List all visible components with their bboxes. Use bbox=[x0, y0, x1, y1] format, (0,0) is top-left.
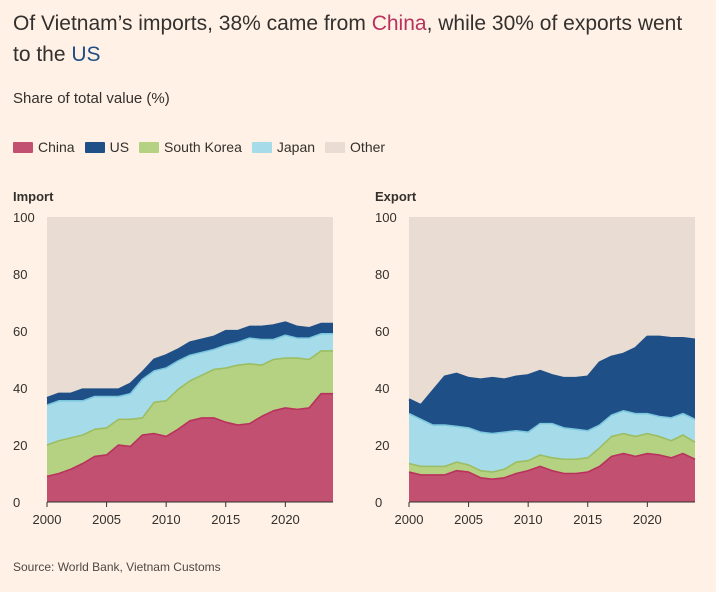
y-tick-label-import-60: 60 bbox=[13, 324, 27, 339]
x-tick-label-export-2015: 2015 bbox=[573, 512, 602, 527]
area-export-china bbox=[409, 453, 695, 502]
line-import-south-korea bbox=[46, 350, 333, 446]
legend-label-japan: Japan bbox=[276, 139, 316, 155]
y-tick-label-import-40: 40 bbox=[13, 381, 27, 396]
line-export-china bbox=[408, 452, 696, 480]
legend-swatch-china bbox=[13, 141, 33, 153]
legend-label-us: US bbox=[109, 139, 130, 155]
legend-item-other: Other bbox=[325, 139, 385, 155]
legend-item-south-korea: South Korea bbox=[139, 139, 242, 155]
title-middle: , while 30% of exports went to the bbox=[13, 12, 683, 66]
area-export-south-korea bbox=[409, 433, 695, 480]
y-tick-label-export-40: 40 bbox=[375, 381, 389, 396]
title-us: US bbox=[71, 43, 101, 66]
y-tick-label-export-100: 100 bbox=[375, 210, 397, 225]
y-tick-label-import-0: 0 bbox=[13, 495, 20, 510]
x-tick-label-export-2020: 2020 bbox=[633, 512, 662, 527]
legend-swatch-south-korea bbox=[139, 141, 160, 153]
y-tick-label-export-60: 60 bbox=[375, 324, 389, 339]
area-import-china bbox=[47, 393, 333, 502]
line-import-japan bbox=[46, 333, 333, 406]
title-prefix: Of Vietnam’s imports, 38% came from bbox=[13, 12, 372, 35]
legend-swatch-other bbox=[325, 141, 346, 153]
x-tick-label-export-2005: 2005 bbox=[454, 512, 483, 527]
chart-subtitle: Share of total value (%) bbox=[13, 90, 170, 107]
legend-item-china: China bbox=[13, 139, 75, 155]
area-import-japan bbox=[47, 333, 333, 445]
chart-title: Of Vietnam’s imports, 38% came from Chin… bbox=[13, 8, 703, 70]
line-export-south-korea bbox=[408, 432, 696, 473]
panel-title-import: Import bbox=[13, 189, 54, 204]
source-note: Source: World Bank, Vietnam Customs bbox=[13, 560, 221, 574]
x-tick-label-export-2000: 2000 bbox=[395, 512, 424, 527]
area-export-japan bbox=[409, 410, 695, 473]
line-import-china bbox=[46, 392, 333, 478]
x-tick-label-import-2020: 2020 bbox=[271, 512, 300, 527]
y-tick-label-export-0: 0 bbox=[375, 495, 382, 510]
y-tick-label-export-80: 80 bbox=[375, 267, 389, 282]
x-tick-label-import-2010: 2010 bbox=[152, 512, 181, 527]
area-import-us bbox=[47, 322, 333, 406]
x-tick-label-import-2000: 2000 bbox=[33, 512, 62, 527]
x-tick-label-export-2010: 2010 bbox=[514, 512, 543, 527]
line-export-us bbox=[408, 335, 696, 407]
line-import-us bbox=[46, 321, 333, 400]
legend-label-china: China bbox=[38, 139, 75, 155]
y-tick-label-import-80: 80 bbox=[13, 267, 27, 282]
title-china: China bbox=[371, 12, 427, 35]
y-tick-label-import-20: 20 bbox=[13, 438, 27, 453]
legend: China US South Korea Japan Other bbox=[13, 139, 395, 155]
y-tick-label-import-100: 100 bbox=[13, 210, 35, 225]
y-tick-label-export-20: 20 bbox=[375, 438, 389, 453]
legend-label-south-korea: South Korea bbox=[164, 139, 242, 155]
legend-item-japan: Japan bbox=[251, 139, 316, 155]
legend-item-us: US bbox=[84, 139, 130, 155]
legend-swatch-japan bbox=[251, 141, 272, 153]
legend-label-other: Other bbox=[350, 139, 386, 155]
area-export-us bbox=[409, 336, 695, 434]
panel-title-export: Export bbox=[375, 189, 417, 204]
x-tick-label-import-2015: 2015 bbox=[211, 512, 240, 527]
legend-swatch-us bbox=[84, 141, 105, 153]
x-tick-label-import-2005: 2005 bbox=[92, 512, 121, 527]
line-export-japan bbox=[408, 410, 696, 435]
